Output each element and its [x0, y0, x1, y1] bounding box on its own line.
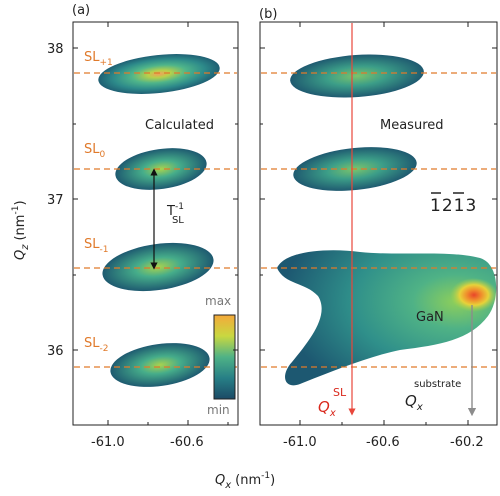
panel-b-x-tick-2: -60.6 [366, 435, 400, 450]
calc-peak-sl-minus2 [110, 343, 210, 387]
panel-b-frame [259, 21, 498, 426]
sl-label-minus1: SL-1 [84, 237, 108, 255]
panel-a-x-tick-1: -61.0 [91, 435, 125, 450]
panel-a-letter: (a) [72, 3, 90, 18]
panel-a-x-tick-2: -60.6 [170, 435, 204, 450]
y-tick-38: 38 [47, 42, 64, 57]
sl-label-0: SL0 [84, 142, 106, 160]
panel-b-title: Measured [380, 118, 444, 133]
panel-a-peaks [98, 54, 220, 387]
panel-b-dashed-lines [261, 72, 496, 368]
qx-substrate-label: Qx [405, 392, 423, 413]
x-axis-label: Qx (nm-1) [215, 471, 275, 491]
y-axis-label: Qz(nm-1) [11, 200, 31, 260]
reflection-label: 1213 [430, 196, 477, 216]
colorbar-max-label: max [205, 294, 231, 308]
reflection-index: 1213 [430, 192, 477, 216]
period-label: T-1 SL [166, 202, 184, 226]
colorbar-min-label: min [207, 403, 230, 417]
panel-a-frame [72, 21, 239, 426]
panel-a-ticks [73, 22, 238, 425]
svg-text:Qz(nm-1): Qz(nm-1) [11, 200, 31, 260]
colorbar [213, 314, 236, 400]
gan-label: GaN [416, 310, 444, 325]
meas-peak-sl-minus1-gan [277, 250, 497, 386]
calc-peak-sl-plus1 [98, 54, 220, 94]
sl-label-minus2: SL-2 [84, 336, 108, 354]
panel-a-title: Calculated [145, 118, 214, 133]
qx-sl-sup: SL [333, 386, 347, 399]
calc-peak-sl0 [115, 148, 207, 190]
calc-peak-sl-minus1 [102, 242, 214, 292]
y-tick-36: 36 [47, 344, 64, 359]
y-tick-37: 37 [47, 193, 64, 208]
qx-sl-label: Qx [318, 398, 336, 419]
qx-substrate-sup: substrate [414, 379, 461, 390]
panel-b-x-tick-3: -60.2 [450, 435, 484, 450]
panel-b-ticks [260, 22, 497, 425]
gan-peak-core [450, 278, 497, 312]
meas-peak-sl-plus1 [290, 54, 424, 98]
panel-b-x-tick-1: -61.0 [283, 435, 317, 450]
panel-b-letter: (b) [259, 7, 277, 22]
sl-label-plus1: SL+1 [84, 50, 113, 68]
panel-b-peaks [277, 54, 497, 386]
